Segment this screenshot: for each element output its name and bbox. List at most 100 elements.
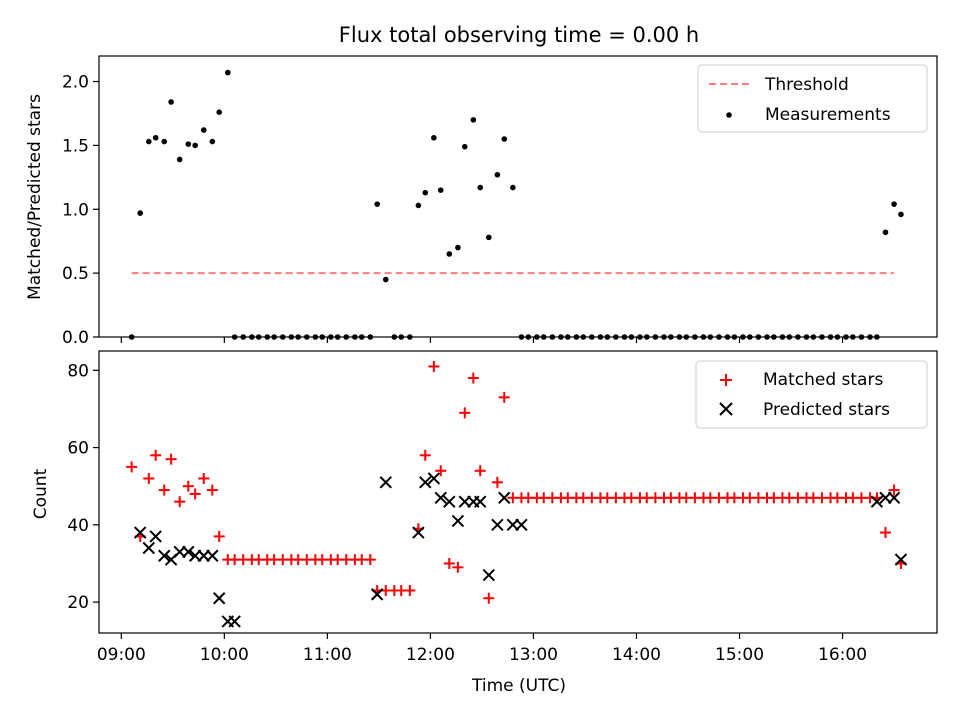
- measurement-point: [597, 334, 604, 340]
- matched-star-point: [189, 488, 201, 500]
- matched-star-point: [165, 453, 177, 465]
- measurement-point: [510, 184, 516, 191]
- measurement-point: [303, 334, 310, 340]
- measurement-point: [231, 334, 238, 340]
- measurement-point: [628, 334, 635, 340]
- measurement-point: [407, 334, 413, 340]
- measurement-point: [549, 334, 556, 340]
- measurement-point: [255, 334, 262, 340]
- measurement-point: [374, 201, 380, 207]
- y-tick-label: 1.0: [62, 200, 89, 220]
- x-tick-label: 15:00: [715, 645, 764, 665]
- x-axis-label: Time (UTC): [471, 676, 566, 696]
- measurements-legend-label: Measurements: [765, 105, 891, 125]
- y-tick-label: 20: [67, 593, 89, 613]
- matched-star-point: [174, 496, 186, 508]
- matched-star-point: [198, 472, 210, 484]
- measurement-point: [834, 334, 841, 340]
- top-legend: Threshold Measurements: [697, 64, 928, 133]
- predicted-legend-label: Predicted stars: [763, 400, 890, 420]
- measurement-point: [716, 334, 722, 340]
- measurement-point: [795, 334, 801, 340]
- measurement-point: [161, 138, 168, 145]
- measurement-point: [328, 334, 334, 340]
- measurement-point: [589, 334, 595, 340]
- top-plot-frame: [98, 55, 938, 338]
- measurement-point: [391, 334, 398, 340]
- measurement-point: [249, 334, 255, 340]
- measurement-point: [747, 334, 753, 340]
- measurement-point: [534, 334, 540, 340]
- measurement-point: [501, 136, 508, 142]
- measurement-point: [209, 138, 216, 145]
- predicted-star-point: [206, 549, 219, 562]
- measurement-point: [168, 99, 174, 105]
- predicted-star-point: [379, 476, 392, 489]
- measurement-point: [676, 334, 683, 340]
- x-tick-label: 09:00: [97, 645, 146, 665]
- measurement-point: [494, 171, 501, 178]
- bottom-panel: Count Time (UTC) 20 40 60 80 09:00 10:00 11:0…: [31, 350, 938, 696]
- bottom-x-ticks: 09:00 10:00 11:00 12:00 13:00 14:00 15:00 16:00: [97, 633, 867, 665]
- measurement-point: [558, 334, 564, 340]
- predicted-star-point: [887, 491, 901, 505]
- matched-star-point: [150, 449, 162, 461]
- predicted-star-point: [515, 518, 528, 532]
- x-tick-label: 12:00: [406, 645, 455, 665]
- measurement-point: [898, 211, 904, 218]
- matched-star-point: [213, 530, 225, 542]
- measurement-point: [288, 334, 295, 340]
- x-tick-label: 11:00: [303, 645, 352, 665]
- measurement-point: [707, 334, 714, 340]
- measurement-point: [874, 334, 880, 340]
- matched-star-point: [474, 465, 486, 477]
- x-tick-label: 16:00: [818, 645, 867, 665]
- top-legend-box: [697, 64, 928, 133]
- measurement-point: [422, 189, 429, 196]
- measurement-point: [382, 276, 389, 283]
- chart-title: Flux total observing time = 0.00 h: [339, 23, 699, 47]
- bottom-legend: Matched stars Predicted stars: [695, 360, 928, 429]
- predicted-star-point: [370, 588, 384, 601]
- measurement-point: [461, 143, 468, 150]
- measurement-point: [128, 334, 135, 340]
- matched-star-point: [206, 484, 218, 496]
- measurement-point: [152, 134, 159, 141]
- predicted-star-point: [158, 549, 171, 562]
- measurement-point: [810, 334, 817, 340]
- measurement-point: [470, 117, 477, 123]
- measurement-point: [764, 334, 770, 340]
- measurement-point: [216, 109, 223, 115]
- matched-star-point: [364, 554, 376, 566]
- measurement-point: [755, 334, 762, 340]
- measurement-point: [564, 334, 571, 340]
- predicted-star-point: [443, 495, 456, 508]
- measurement-point: [668, 334, 674, 340]
- predicted-star-point: [491, 518, 504, 532]
- x-tick-label: 14:00: [612, 645, 661, 665]
- matched-legend-swatch: [720, 374, 732, 386]
- predicted-star-point: [427, 472, 441, 485]
- measurement-point: [683, 334, 690, 340]
- matched-star-point: [126, 461, 138, 473]
- measurement-point: [279, 334, 286, 340]
- matched-star-point: [428, 360, 440, 372]
- y-tick-label: 2.0: [62, 73, 89, 93]
- predicted-star-point: [894, 553, 908, 566]
- measurement-point: [637, 334, 643, 340]
- y-tick-label: 0.5: [62, 264, 89, 284]
- matched-star-point: [467, 372, 479, 384]
- matched-star-point: [498, 391, 510, 403]
- predicted-star-point: [870, 495, 884, 508]
- top-y-ticks: 0.0 0.5 1.0 1.5 2.0: [62, 73, 99, 348]
- measurement-point: [604, 334, 611, 340]
- measurement-point: [518, 334, 525, 340]
- measurement-point: [692, 334, 698, 340]
- y-tick-label: 40: [67, 516, 89, 536]
- y-tick-label: 80: [67, 361, 89, 381]
- predicted-star-point: [212, 592, 226, 605]
- threshold-legend-label: Threshold: [764, 75, 849, 95]
- measurement-point: [827, 334, 834, 340]
- measurement-point: [819, 334, 825, 340]
